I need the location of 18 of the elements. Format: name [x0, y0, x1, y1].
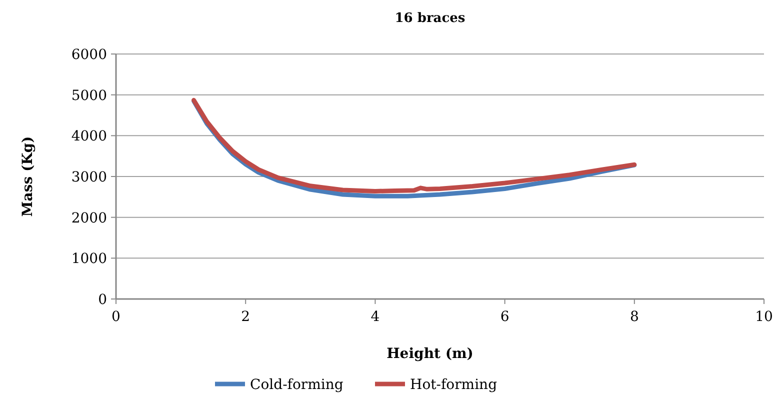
y-tick-label: 4000 — [71, 128, 107, 145]
x-tick-label: 4 — [370, 309, 380, 325]
x-axis-title: Height (m) — [386, 346, 474, 362]
x-tick-label: 6 — [500, 309, 510, 325]
x-tick-label: 8 — [630, 309, 639, 325]
y-tick-label: 0 — [98, 292, 107, 308]
legend-label: Cold-forming — [250, 377, 344, 393]
x-tick-label: 10 — [755, 309, 773, 325]
y-tick-label: 6000 — [71, 47, 107, 63]
y-tick-label: 5000 — [71, 88, 107, 104]
legend-label: Hot-forming — [410, 377, 498, 393]
chart-title: 16 braces — [394, 11, 466, 26]
x-tick-label: 2 — [241, 309, 250, 325]
y-tick-label: 1000 — [71, 251, 107, 268]
y-tick-label: 2000 — [71, 210, 107, 226]
y-tick-label: 3000 — [71, 170, 107, 186]
y-axis-title: Mass (Kg) — [20, 136, 36, 217]
x-tick-label: 0 — [112, 309, 120, 325]
